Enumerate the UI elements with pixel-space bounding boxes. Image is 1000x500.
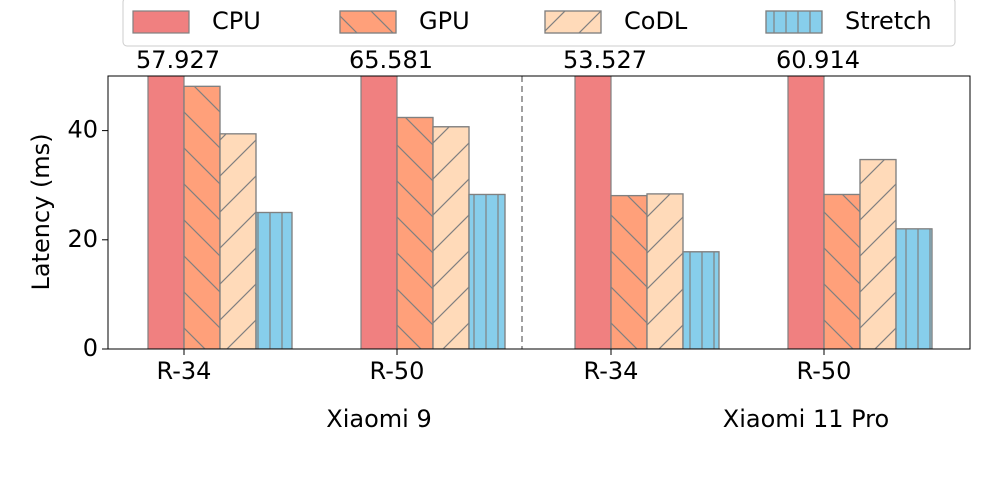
- bar-hatch: [468, 193, 506, 349]
- bar-hatch: [859, 158, 897, 349]
- legend-label: CoDL: [624, 7, 688, 35]
- legend-label: CPU: [212, 7, 261, 35]
- bar: [183, 85, 221, 349]
- x-tick-label: R-50: [797, 357, 852, 385]
- legend-hatch: [339, 10, 397, 34]
- bar-hatch: [823, 193, 861, 349]
- data-label: 60.914: [776, 46, 860, 74]
- bar-hatch: [432, 126, 470, 349]
- x-tick-label: R-50: [370, 357, 425, 385]
- bar-hatch: [255, 211, 293, 349]
- bar-hatch: [682, 251, 720, 349]
- legend-label: GPU: [419, 7, 470, 35]
- bar: [396, 116, 434, 349]
- group-label: Xiaomi 9: [326, 405, 431, 433]
- data-label: 65.581: [349, 46, 433, 74]
- bar-hatch: [219, 133, 257, 349]
- bar: [432, 126, 470, 349]
- bar: [610, 194, 648, 349]
- group-label: Xiaomi 11 Pro: [723, 405, 889, 433]
- x-tick-label: R-34: [584, 357, 639, 385]
- bar: [147, 76, 185, 349]
- bar: [574, 76, 612, 349]
- data-label: 57.927: [136, 46, 220, 74]
- bar: [360, 76, 398, 349]
- bar-fill: [360, 76, 398, 349]
- bar-hatch: [183, 85, 221, 349]
- legend-hatch: [544, 10, 602, 34]
- legend: [122, 0, 956, 47]
- bar-hatch: [396, 116, 434, 349]
- legend-label: Stretch: [845, 7, 932, 35]
- y-tick-label: 40: [67, 116, 98, 144]
- bar: [646, 193, 684, 349]
- y-tick-label: 0: [83, 334, 98, 362]
- bar: [219, 133, 257, 349]
- bar-fill: [787, 76, 825, 349]
- bar-hatch: [610, 194, 648, 349]
- plot-frame: [107, 75, 971, 350]
- x-tick-label: R-34: [157, 357, 212, 385]
- bar-hatch: [646, 193, 684, 349]
- bar-fill: [147, 76, 185, 349]
- bar-fill: [574, 76, 612, 349]
- bar: [895, 228, 933, 349]
- y-tick-label: 20: [67, 225, 98, 253]
- bar: [468, 193, 506, 349]
- bar-hatch: [895, 228, 933, 349]
- bar: [823, 193, 861, 349]
- bar: [255, 211, 293, 349]
- legend-hatch: [765, 10, 823, 34]
- bar: [682, 251, 720, 349]
- data-label: 53.527: [563, 46, 647, 74]
- bar: [787, 76, 825, 349]
- plot-area: [147, 76, 933, 349]
- legend-swatch: [132, 10, 190, 34]
- y-axis-label: Latency (ms): [27, 133, 55, 290]
- bar: [859, 158, 897, 349]
